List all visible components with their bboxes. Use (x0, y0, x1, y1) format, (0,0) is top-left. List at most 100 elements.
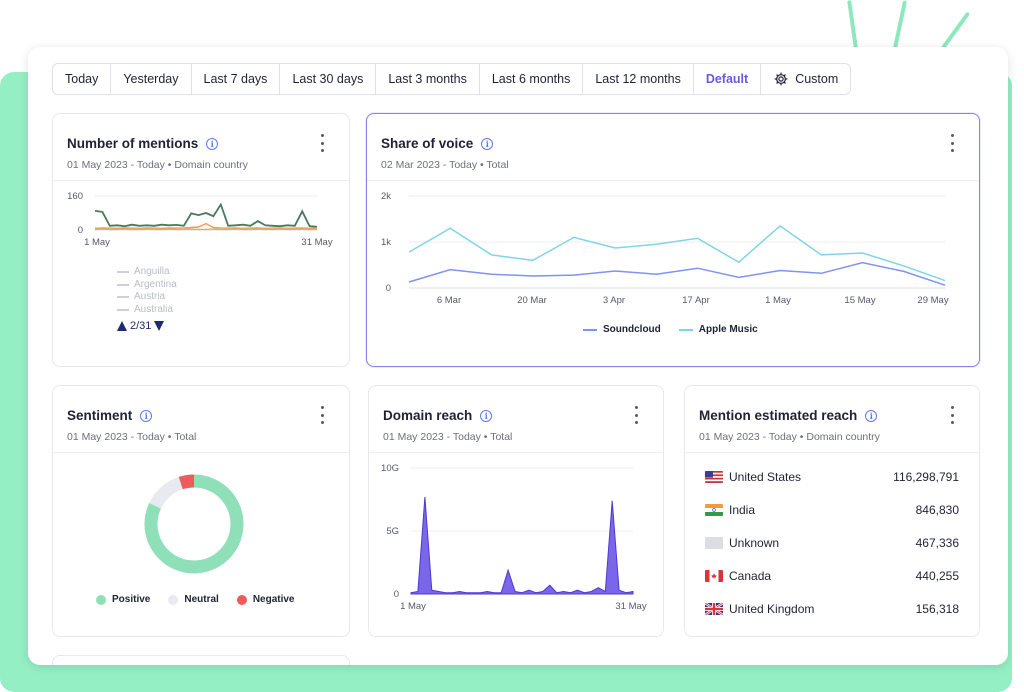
mention-reach-title: Mention estimated reach i (699, 408, 878, 423)
y-tick-label: 0 (394, 589, 399, 600)
legend-negative[interactable]: Negative (236, 594, 295, 605)
sentiment-donut-chart (144, 474, 244, 574)
domain-reach-card: Domain reach i 01 May 2023 - Today • Tot… (368, 385, 664, 637)
sov-title: Share of voice i (381, 136, 494, 151)
mentions-subtitle: 01 May 2023 - Today • Domain country (67, 159, 248, 171)
pager-label: 2/31 (130, 320, 152, 332)
range-6-months-button[interactable]: Last 6 months (480, 64, 584, 94)
range-custom-button[interactable]: Custom (761, 64, 850, 94)
y-tick-label: 2k (381, 191, 391, 202)
x-tick-label: 29 May (917, 295, 948, 306)
gear-icon (774, 72, 788, 86)
legend-item[interactable]: Anguilla (117, 266, 177, 279)
legend-pager: 2/31 (117, 320, 165, 332)
domain-reach-chart: 0 5G 10G 1 May 31 May (381, 463, 647, 612)
table-row[interactable]: Canada 440,255 (705, 559, 959, 592)
legend-line-icon (583, 328, 597, 331)
x-tick-label: 20 Mar (517, 295, 547, 306)
more-menu-icon[interactable] (947, 134, 957, 152)
y-tick-label: 0 (78, 225, 83, 236)
us-flag-icon (705, 470, 723, 483)
legend-item[interactable]: Austria (117, 291, 177, 304)
sentiment-card: Sentiment i 01 May 2023 - Today • Total … (52, 385, 350, 637)
legend-dot-icon (168, 594, 179, 605)
range-today-button[interactable]: Today (53, 64, 112, 94)
reach-area (410, 496, 634, 595)
india-flag-icon (705, 503, 723, 516)
info-icon[interactable]: i (481, 137, 494, 150)
mentions-chart: 160 01 May 31 May (67, 191, 333, 248)
series-line-soundcloud (408, 261, 946, 286)
info-icon[interactable]: i (480, 409, 493, 422)
pager-up-icon[interactable] (117, 321, 127, 331)
sentiment-legend: Positive Neutral Negative (96, 594, 295, 605)
table-row[interactable]: United States 116,298,791 (705, 460, 959, 493)
x-tick-label: 1 May (400, 601, 426, 612)
mention-reach-card: Mention estimated reach i 01 May 2023 - … (684, 385, 980, 637)
y-tick-label: 10G (381, 463, 399, 474)
unknown-flag-icon (705, 536, 723, 549)
domain-reach-subtitle: 01 May 2023 - Today • Total (383, 431, 513, 443)
uk-flag-icon (705, 602, 723, 615)
sov-legend: Soundcloud Apple Music (583, 324, 758, 335)
legend-dot-icon (96, 594, 106, 605)
mentions-title: Number of mentions i (67, 136, 219, 151)
range-3-months-button[interactable]: Last 3 months (376, 64, 480, 94)
legend-dot-icon (236, 594, 247, 605)
info-icon[interactable]: i (865, 409, 878, 422)
y-tick-label: 5G (386, 526, 399, 537)
y-tick-label: 160 (67, 191, 83, 202)
table-row[interactable]: India 846,830 (705, 493, 959, 526)
x-tick-label: 1 May (765, 295, 791, 306)
range-default-button[interactable]: Default (694, 64, 762, 94)
range-12-months-button[interactable]: Last 12 months (583, 64, 694, 94)
card-divider (685, 452, 979, 453)
dashboard-window: Today Yesterday Last 7 days Last 30 days… (28, 47, 1008, 665)
info-icon[interactable]: i (140, 409, 153, 422)
legend-item[interactable]: Australia (117, 304, 177, 317)
donut-slice-neutral (149, 476, 184, 509)
mention-reach-subtitle: 01 May 2023 - Today • Domain country (699, 431, 880, 443)
y-tick-label: 0 (386, 283, 391, 294)
domain-reach-title: Domain reach i (383, 408, 493, 423)
more-menu-icon[interactable] (631, 406, 641, 424)
range-yesterday-button[interactable]: Yesterday (111, 64, 192, 94)
range-7-days-button[interactable]: Last 7 days (192, 64, 281, 94)
legend-line-icon (678, 328, 693, 331)
x-tick-label: 6 Mar (437, 295, 461, 306)
custom-label: Custom (795, 72, 839, 86)
x-tick-label: 1 May (84, 237, 110, 248)
legend-apple-music[interactable]: Apple Music (678, 324, 758, 335)
x-tick-label: 15 May (844, 295, 875, 306)
x-tick-label: 31 May (301, 237, 332, 248)
range-30-days-button[interactable]: Last 30 days (280, 64, 377, 94)
info-icon[interactable]: i (206, 137, 219, 150)
card-divider (369, 452, 663, 453)
date-range-bar: Today Yesterday Last 7 days Last 30 days… (52, 63, 852, 95)
x-tick-label: 17 Apr (682, 295, 709, 306)
legend-neutral[interactable]: Neutral (168, 594, 219, 605)
legend-item[interactable]: Argentina (117, 279, 177, 292)
card-divider (367, 180, 979, 181)
card-divider (53, 452, 349, 453)
legend-soundcloud[interactable]: Soundcloud (583, 324, 661, 335)
donut-slice-positive (144, 474, 244, 574)
card-divider (53, 180, 349, 181)
table-row[interactable]: Unknown 467,336 (705, 526, 959, 559)
table-row[interactable]: United Kingdom 156,318 (705, 592, 959, 625)
sentiment-subtitle: 01 May 2023 - Today • Total (67, 431, 197, 443)
share-of-voice-card: Share of voice i 02 Mar 2023 - Today • T… (366, 113, 980, 367)
sov-chart: 0 1k 2k 6 Mar 20 Mar 3 Apr 17 Apr 1 May 15 May 29… (381, 191, 949, 306)
more-menu-icon[interactable] (317, 134, 327, 152)
mentions-legend: Anguilla Argentina Austria Australia (117, 266, 177, 316)
series-line-apple-music (408, 224, 946, 282)
sov-subtitle: 02 Mar 2023 - Today • Total (381, 159, 509, 171)
more-menu-icon[interactable] (317, 406, 327, 424)
legend-positive[interactable]: Positive (96, 594, 150, 605)
pager-down-icon[interactable] (154, 321, 165, 331)
more-menu-icon[interactable] (947, 406, 957, 424)
x-tick-label: 31 May (615, 601, 646, 612)
reach-table: United States 116,298,791 India 846,830 (705, 460, 959, 625)
series-line-anguilla (94, 202, 318, 228)
next-card-partial (52, 655, 350, 665)
